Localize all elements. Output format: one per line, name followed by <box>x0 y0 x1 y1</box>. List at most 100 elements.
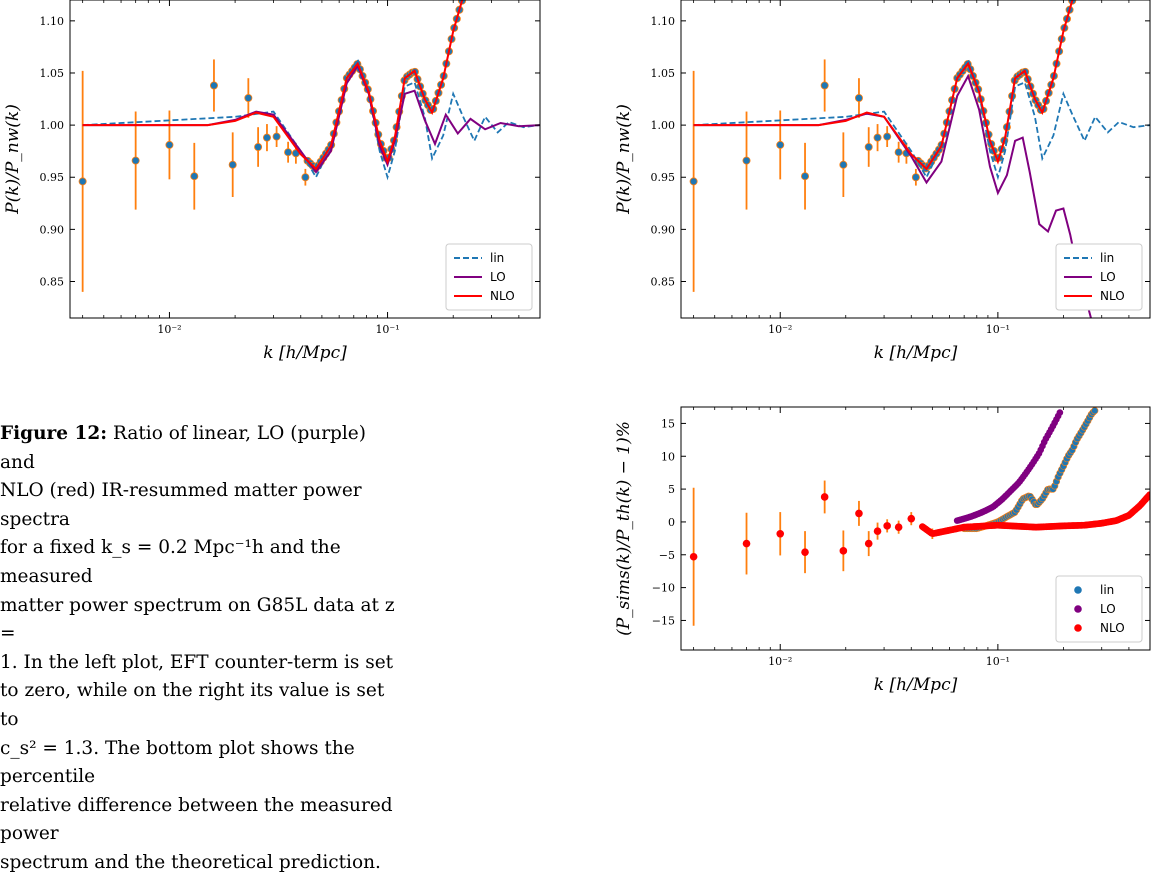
data-point <box>209 81 218 90</box>
legend-label-lin: lin <box>1100 251 1114 265</box>
y-tick-label: 0.90 <box>651 223 676 236</box>
data-point <box>165 140 174 149</box>
caption-line-5: 1. In the left plot, EFT counter-term is… <box>0 651 394 673</box>
scatter-point-NLO <box>801 548 809 556</box>
data-point <box>284 148 293 157</box>
y-tick-label: 1.05 <box>40 67 65 80</box>
x-axis-label: k [h/Mpc] <box>874 675 958 695</box>
y-tick-label: −10 <box>652 582 675 595</box>
y-tick-label: 1.00 <box>651 119 676 132</box>
x-tick-label: 10⁻² <box>768 655 792 668</box>
y-tick-label: 0.85 <box>651 276 676 289</box>
y-tick-label: 0.95 <box>40 171 65 184</box>
plot-area <box>78 0 540 292</box>
scatter-point-lin <box>1091 407 1099 415</box>
caption-line-4: matter power spectrum on G85L data at z … <box>0 594 395 645</box>
plot-area <box>689 407 1150 626</box>
chart-panel-top-right: 0.85 0.90 0.95 1.00 1.05 1.10 10⁻² 10⁻¹ k [h/Mpc… <box>614 0 1151 363</box>
chart-panel-top-left: 0.85 0.90 0.95 1.00 1.05 1.10 10⁻² 10⁻¹ k [h/Mpc… <box>3 0 541 363</box>
data-point <box>301 173 310 182</box>
legend-label-lin: lin <box>490 251 504 265</box>
y-axis-label: P(k)/P_nw(k) <box>3 104 23 215</box>
scatter-point-LO <box>1056 409 1064 416</box>
legend-label-LO: LO <box>1100 602 1116 616</box>
y-tick-label: 1.00 <box>40 119 65 132</box>
legend-label-LO: LO <box>1100 270 1116 284</box>
figure-label: Figure 12: <box>0 423 108 444</box>
caption-line-7: c_s² = 1.3. The bottom plot shows the pe… <box>0 737 355 788</box>
x-tick-label: 10⁻¹ <box>375 323 399 336</box>
data-point <box>864 143 873 152</box>
y-tick-label: 0.85 <box>40 276 65 289</box>
plot-area <box>689 0 1150 318</box>
scatter-point-NLO <box>689 552 698 561</box>
axes-frame <box>680 0 1151 319</box>
data-point <box>689 177 698 186</box>
x-tick-label: 10⁻¹ <box>986 323 1010 336</box>
data-point <box>911 173 920 182</box>
scatter-point-NLO <box>864 539 873 548</box>
data-point <box>801 172 810 181</box>
data-point <box>131 156 140 165</box>
legend-box <box>1055 575 1143 643</box>
x-tick-label: 10⁻² <box>157 323 181 336</box>
axes-frame <box>680 406 1151 651</box>
data-point <box>190 172 199 181</box>
data-point <box>776 140 785 149</box>
y-tick-label: 0.95 <box>651 171 676 184</box>
data-point <box>742 156 751 165</box>
data-point <box>854 94 863 103</box>
legend-swatch-lin <box>1074 586 1082 594</box>
series-line-NLO <box>693 0 1074 171</box>
data-point <box>254 143 263 152</box>
figure-panels: 0.85 0.90 0.95 1.00 1.05 1.10 10⁻² 10⁻¹ k [h/Mpc… <box>3 0 1151 695</box>
data-point <box>883 132 892 141</box>
data-point <box>873 133 882 142</box>
scatter-point-NLO <box>1146 491 1150 499</box>
legend-box <box>445 243 533 311</box>
chart-panel-bottom-right: −15 −10 −5 0 5 10 15 10⁻² 10⁻¹ k [h/Mpc] (P_sims(k… <box>614 406 1151 695</box>
legend-swatch-NLO <box>1074 624 1082 632</box>
caption-line-1: Ratio of linear, LO (purple) and <box>0 423 366 473</box>
data-point <box>820 81 829 90</box>
series-line-LO <box>693 73 1093 318</box>
caption-line-2: NLO (red) IR-resummed matter power spect… <box>0 480 362 530</box>
scatter-point-NLO <box>907 514 916 523</box>
y-tick-label: 0.90 <box>40 223 65 236</box>
y-tick-label: 10 <box>661 450 675 463</box>
scatter-point-NLO <box>873 527 882 535</box>
y-axis-label: (P_sims(k)/P_th(k) − 1)% <box>614 421 634 636</box>
y-tick-label: 1.10 <box>40 15 65 28</box>
x-axis-label: k [h/Mpc] <box>874 343 958 363</box>
scatter-point-NLO <box>820 493 829 501</box>
scatter-point-NLO <box>883 522 891 530</box>
legend-box <box>1055 243 1143 311</box>
legend-label-NLO: NLO <box>490 289 515 303</box>
legend-label-LO: LO <box>490 270 506 284</box>
caption-line-9: spectrum and the theoretical prediction. <box>0 851 381 873</box>
scatter-point-NLO <box>839 547 848 555</box>
y-tick-label: −5 <box>659 549 675 562</box>
scatter-point-NLO <box>855 509 863 518</box>
legend-label-NLO: NLO <box>1100 621 1125 635</box>
y-tick-label: 15 <box>661 417 675 430</box>
legend-label-lin: lin <box>1100 583 1114 597</box>
legend-label-NLO: NLO <box>1100 289 1125 303</box>
caption-line-8: relative difference between the measured… <box>0 794 393 845</box>
caption-line-6: to zero, while on the right its value is… <box>0 680 385 730</box>
x-tick-label: 10⁻¹ <box>986 655 1010 668</box>
data-point <box>244 94 253 103</box>
series-line-LO <box>82 63 540 174</box>
y-tick-label: 1.10 <box>651 15 676 28</box>
axes-frame <box>69 0 541 319</box>
x-axis-label: k [h/Mpc] <box>263 343 347 363</box>
scatter-point-NLO <box>894 523 903 531</box>
scatter-point-NLO <box>776 529 785 538</box>
data-point <box>894 148 903 157</box>
y-tick-label: −15 <box>652 614 675 627</box>
caption-line-3: for a fixed k_s = 0.2 Mpc⁻¹h and the mea… <box>0 537 341 587</box>
scatter-point-NLO <box>742 539 751 548</box>
y-axis-label: P(k)/P_nw(k) <box>614 104 634 215</box>
y-tick-label: 0 <box>668 516 675 529</box>
x-tick-label: 10⁻² <box>768 323 792 336</box>
